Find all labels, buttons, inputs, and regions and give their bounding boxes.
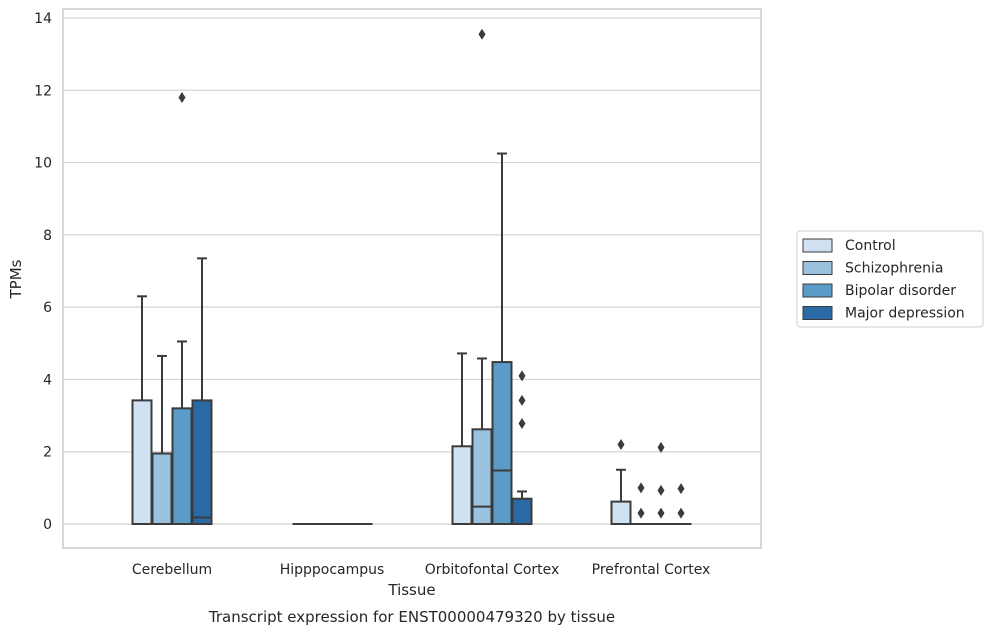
box-bipolar-disorder (171, 92, 193, 526)
outlier-point (677, 507, 685, 519)
legend-label: Major depression (845, 306, 965, 322)
box-body (151, 452, 173, 525)
box-schizophrenia (471, 28, 493, 526)
box-schizophrenia (151, 354, 173, 525)
box-control (610, 438, 632, 526)
outlier-point (657, 507, 665, 519)
box-body (171, 407, 193, 526)
y-axis-label: TPMs (7, 259, 25, 299)
chart-caption: Transcript expression for ENST0000047932… (208, 608, 615, 626)
box-major-depression (511, 370, 533, 526)
legend: Control Schizophrenia Bipolar disorder Majo… (796, 230, 984, 328)
x-tick-label: Prefrontal Cortex (592, 562, 711, 578)
y-tick-label: 4 (43, 372, 52, 388)
legend-swatch (802, 238, 833, 253)
outlier-point (617, 438, 625, 450)
y-tick-label: 10 (34, 156, 52, 172)
legend-label: Control (845, 238, 896, 254)
legend-swatch (802, 306, 833, 320)
box-bipolar-disorder (491, 152, 513, 525)
legend-label: Bipolar disorder (845, 283, 956, 299)
box-body (610, 500, 632, 526)
y-tick-label: 6 (43, 300, 52, 316)
y-tick-label: 8 (43, 228, 52, 244)
legend-swatch (802, 261, 833, 275)
y-tick-label: 12 (34, 83, 52, 99)
boxes (131, 28, 692, 526)
outlier-point (677, 483, 685, 495)
y-axis-ticks: 0 2 4 6 8 10 12 14 (34, 11, 52, 533)
box-control (451, 352, 473, 525)
box-control (131, 295, 153, 525)
box-schizophrenia (631, 482, 652, 525)
box-body (471, 428, 493, 526)
outlier-point (178, 92, 186, 104)
x-axis-label: Tissue (387, 581, 435, 599)
x-axis-ticks: Cerebellum Hipppocampus Orbitofontal Corte… (132, 562, 710, 578)
box-major-depression (191, 257, 213, 525)
x-tick-label: Cerebellum (132, 562, 212, 578)
box-body (131, 399, 153, 525)
legend-swatch (802, 283, 833, 298)
outlier-point (637, 507, 645, 519)
y-tick-label: 14 (34, 11, 52, 27)
legend-frame (796, 230, 984, 328)
box-body (491, 361, 513, 525)
plot-frame (62, 8, 762, 549)
gridlines (63, 17, 761, 525)
legend-label: Schizophrenia (845, 261, 943, 277)
y-tick-label: 0 (43, 517, 52, 533)
outlier-point (657, 484, 665, 496)
box-bipolar-disorder (651, 441, 672, 525)
outlier-point (637, 482, 645, 494)
outlier-point (657, 441, 665, 453)
box-body (451, 445, 473, 525)
box-body (511, 497, 533, 526)
box-body (191, 399, 213, 525)
outlier-point (518, 394, 526, 406)
x-tick-label: Orbitofontal Cortex (425, 562, 560, 578)
x-tick-label: Hipppocampus (280, 562, 385, 578)
outlier-point (518, 370, 526, 382)
y-tick-label: 2 (43, 445, 52, 461)
box-major-depression (671, 483, 692, 525)
outlier-point (478, 28, 486, 40)
outlier-point (518, 418, 526, 430)
